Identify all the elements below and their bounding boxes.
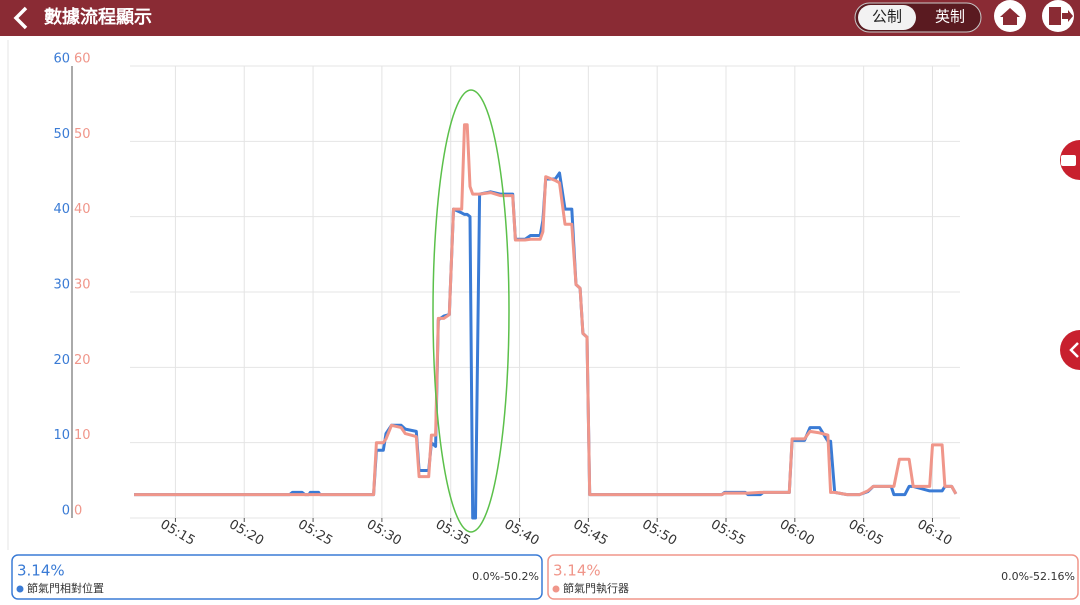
- panel-range: 0.0%-52.16%: [1001, 570, 1075, 583]
- y-tick-label: 50: [53, 127, 70, 142]
- y2-tick-label: 30: [74, 278, 91, 293]
- y2-tick-label: 50: [74, 127, 91, 142]
- y-tick-label: 30: [53, 278, 70, 293]
- side-panel-icon: [1069, 342, 1079, 358]
- series-line: [134, 123, 958, 497]
- exit-icon: [1049, 7, 1073, 25]
- y2-tick-label: 0: [74, 504, 82, 519]
- panel-1[interactable]: [11, 554, 543, 600]
- legend-swatch: [552, 585, 560, 593]
- legend-swatch: [16, 585, 24, 593]
- header-title: 數據流程顯示: [44, 6, 152, 28]
- legend-entry: 節氣門相對位置: [27, 581, 104, 595]
- camera-icon: [1061, 155, 1076, 166]
- y2-tick-label: 10: [74, 428, 91, 443]
- annotation-ellipse: [432, 89, 510, 533]
- y-tick-label: 40: [53, 202, 70, 217]
- y2-tick-label: 20: [74, 353, 91, 368]
- home-icon: [1000, 8, 1020, 25]
- y-tick-label: 10: [53, 428, 70, 443]
- panel-current: 3.14%: [553, 562, 601, 580]
- y2-tick-label: 40: [74, 202, 91, 217]
- unit-imperial[interactable]: 英制: [935, 8, 965, 26]
- legend-entry: 節氣門執行器: [563, 581, 629, 595]
- y-tick-label: 20: [53, 353, 70, 368]
- y-tick-label: 0: [62, 504, 70, 519]
- y2-tick-label: 60: [74, 52, 91, 67]
- y-tick-label: 60: [53, 52, 70, 67]
- back-button[interactable]: [13, 6, 28, 30]
- panel-range: 0.0%-50.2%: [472, 570, 539, 583]
- panel-2[interactable]: [547, 554, 1079, 600]
- unit-metric[interactable]: 公制: [872, 8, 902, 26]
- unit-selected[interactable]: [858, 5, 916, 30]
- panel-current: 3.14%: [17, 562, 65, 580]
